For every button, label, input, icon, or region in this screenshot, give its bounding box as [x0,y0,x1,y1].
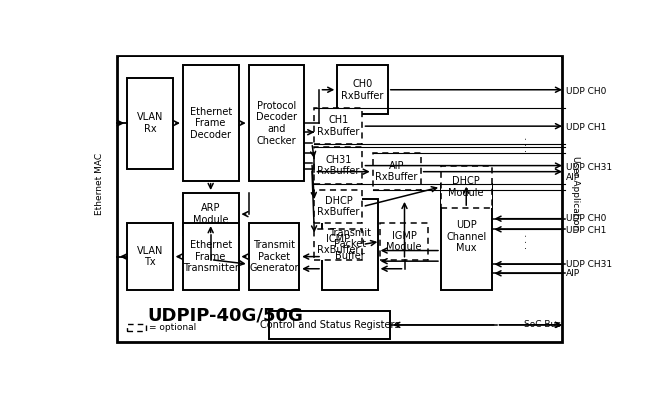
Text: DHCP
Module: DHCP Module [449,176,484,198]
Text: = optional: = optional [149,323,196,332]
Bar [127,223,172,290]
Bar [315,108,362,144]
Text: AIP: AIP [566,269,580,278]
Text: ICMP
RxBuffer: ICMP RxBuffer [317,234,360,255]
Bar [183,193,238,235]
Text: UDP CH0: UDP CH0 [566,87,607,96]
Bar [249,223,299,290]
Text: · · ·: · · · [522,137,532,152]
Text: Transmit
Packet
Buffer: Transmit Packet Buffer [329,228,371,261]
Text: UDPIP-40G/50G: UDPIP-40G/50G [148,307,303,325]
Text: IGMP
Module: IGMP Module [387,230,422,252]
Bar [127,324,146,331]
Text: CH31
RxBuffer: CH31 RxBuffer [317,155,360,177]
Bar [117,56,562,342]
Text: User Application: User Application [571,156,580,230]
Text: Protocol
Decoder
and
Checker: Protocol Decoder and Checker [256,101,297,145]
Text: UDP CH1: UDP CH1 [566,226,607,235]
Text: UDP CH31: UDP CH31 [566,260,612,269]
Bar [315,147,362,184]
Text: AIP
RxBuffer: AIP RxBuffer [375,161,418,182]
Text: UDP CH1: UDP CH1 [566,123,607,132]
Text: SoC Bus: SoC Bus [524,320,562,329]
Text: UDP
Channel
Mux: UDP Channel Mux [446,220,486,253]
Text: · · ·: · · · [522,234,532,249]
Text: Ethernet MAC: Ethernet MAC [95,153,104,215]
Bar [119,57,561,341]
Bar [249,65,304,181]
Text: AIP: AIP [566,173,580,182]
Text: VLAN
Rx: VLAN Rx [136,112,163,134]
Text: CH1
RxBuffer: CH1 RxBuffer [317,115,360,137]
Text: Transmit
Packet
Generator: Transmit Packet Generator [249,240,298,273]
Text: ARP
Module: ARP Module [193,203,229,225]
Bar [183,65,238,181]
Text: Control and Status Registers: Control and Status Registers [260,320,400,330]
Bar [269,311,390,338]
Text: CH0
RxBuffer: CH0 RxBuffer [342,79,384,100]
Bar [315,190,362,223]
Bar [322,199,377,290]
Bar [441,165,492,208]
Text: VLAN
Tx: VLAN Tx [136,246,163,268]
Bar [380,223,428,260]
Bar [315,229,362,260]
Text: UDP CH0: UDP CH0 [566,214,607,223]
Text: UDP CH31: UDP CH31 [566,163,612,172]
Bar [337,65,388,114]
Bar [183,223,238,290]
Text: Ethernet
Frame
Decoder: Ethernet Frame Decoder [189,106,232,140]
Text: Ethernet
Frame
Transmitter: Ethernet Frame Transmitter [183,240,238,273]
Bar [127,78,172,169]
Bar [441,184,492,290]
Bar [373,153,421,190]
Text: DHCP
RxBuffer: DHCP RxBuffer [317,196,360,217]
